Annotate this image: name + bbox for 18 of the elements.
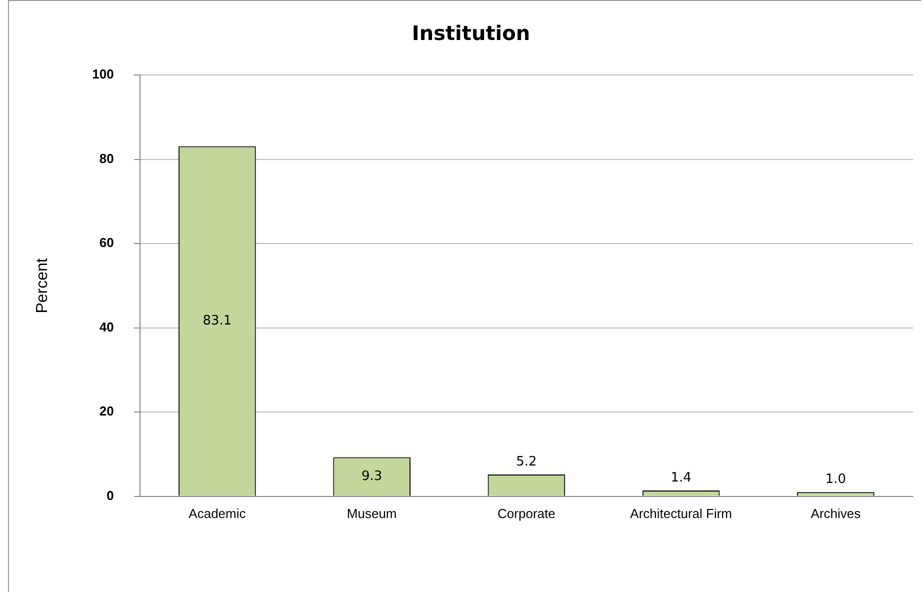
data-label: 1.0 bbox=[825, 472, 846, 488]
chart-title: Institution bbox=[412, 21, 530, 46]
y-tick-label: 80 bbox=[99, 150, 114, 166]
data-label: 1.4 bbox=[670, 470, 692, 486]
data-label: 9.3 bbox=[361, 468, 382, 484]
data-label: 83.1 bbox=[202, 313, 232, 328]
x-tick-label: Museum bbox=[346, 506, 397, 521]
x-tick-label: Archives bbox=[810, 506, 862, 521]
x-tick-label: Academic bbox=[188, 506, 246, 521]
x-tick-label: Architectural Firm bbox=[630, 506, 732, 521]
y-axis-title: Percent bbox=[34, 258, 52, 314]
y-tick-label: 0 bbox=[106, 488, 114, 503]
y-tick-label: 60 bbox=[99, 235, 114, 250]
x-tick-label: Corporate bbox=[498, 506, 556, 521]
y-tick-label: 40 bbox=[99, 319, 114, 334]
data-label: 5.2 bbox=[516, 454, 537, 470]
y-tick-label: 100 bbox=[92, 66, 114, 82]
y-tick-label: 20 bbox=[99, 404, 114, 419]
